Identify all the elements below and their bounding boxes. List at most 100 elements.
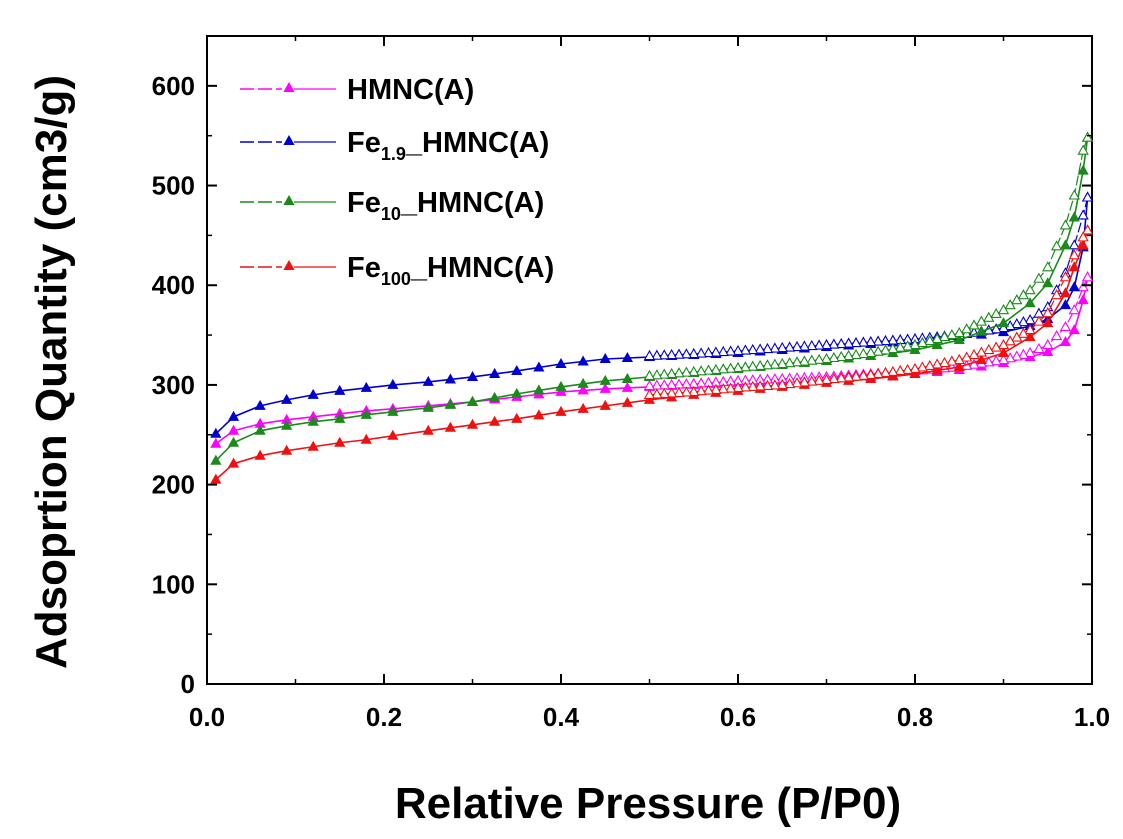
adsorption-point (387, 405, 399, 416)
desorption-point (695, 365, 707, 376)
desorption-point (1024, 284, 1036, 295)
desorption-point (702, 346, 715, 358)
desorption-point (1017, 289, 1030, 300)
desorption-point (1033, 315, 1045, 326)
desorption-point (673, 367, 685, 378)
desorption-point (643, 388, 656, 399)
adsorption-point (1068, 211, 1080, 222)
desorption-point (702, 364, 715, 375)
desorption-point (747, 380, 759, 391)
adsorption-point (997, 317, 1010, 328)
y-tick-label: 600 (152, 71, 195, 101)
y-axis-title-text: Adsoprtion Quantity (cm3/g) (27, 75, 76, 669)
desorption-point (1077, 281, 1089, 292)
desorption-point (680, 386, 693, 397)
adsorption-point (1042, 277, 1054, 288)
desorption-point (857, 347, 870, 359)
adsorption-point (307, 415, 319, 426)
adsorption-point (444, 373, 456, 384)
desorption-point (813, 353, 825, 364)
desorption-point (872, 367, 884, 379)
desorption-point (901, 363, 914, 375)
desorption-point (946, 355, 958, 366)
y-tick-label: 300 (152, 370, 195, 400)
adsorption-point (621, 372, 633, 383)
adsorption-point (1077, 164, 1089, 175)
desorption-point (1068, 304, 1080, 315)
adsorption-point (281, 444, 293, 455)
adsorption-point (227, 424, 240, 435)
desorption-point (894, 364, 906, 376)
desorption-point (1042, 338, 1054, 350)
desorption-point (894, 341, 906, 352)
adsorption-point (555, 405, 567, 416)
desorption-point (1024, 323, 1036, 335)
desorption-point (946, 328, 958, 340)
adsorption-point (511, 412, 523, 423)
desorption-point (909, 362, 921, 374)
desorption-point (835, 350, 847, 362)
desorption-point (1050, 329, 1063, 341)
desorption-point (997, 304, 1010, 315)
adsorption-point (360, 433, 372, 444)
axis-ticks: 0.0 0.2 0.4 0.6 0.8 1.0 0 100 200 300 400 500 600 (152, 36, 1110, 732)
adsorption-point (577, 384, 589, 395)
desorption-point (850, 370, 862, 381)
adsorption-point (621, 351, 633, 363)
desorption-point (798, 376, 811, 387)
adsorption-point (1077, 294, 1089, 305)
desorption-point (754, 359, 766, 371)
desorption-point (769, 379, 781, 390)
adsorption-point (466, 395, 479, 406)
desorption-point (938, 330, 951, 342)
adsorption-point (489, 367, 501, 378)
adsorption-point (489, 415, 501, 426)
desorption-point (1077, 144, 1089, 155)
desorption-point (1059, 271, 1072, 282)
desorption-point (643, 369, 656, 381)
legend-label-suffix: _HMNC(A) (410, 252, 554, 284)
adsorption-point (953, 334, 965, 345)
desorption-point (909, 338, 921, 350)
adsorption-point (334, 412, 346, 423)
desorption-point (717, 345, 729, 357)
desorption-point (783, 357, 796, 368)
adsorption-point (577, 377, 589, 388)
desorption-point (710, 383, 722, 394)
desorption-point (665, 387, 678, 398)
desorption-point (887, 365, 899, 377)
legend-label: Fe100_HMNC(A) (347, 252, 554, 289)
desorption-point (938, 356, 951, 368)
desorption-point (960, 323, 973, 334)
desorption-point (953, 353, 965, 365)
adsorption-point (511, 364, 523, 375)
desorption-point (769, 358, 781, 369)
desorption-point (879, 344, 892, 355)
adsorption-point (1059, 287, 1072, 298)
desorption-point (776, 341, 788, 353)
desorption-point (754, 343, 766, 354)
y-tick-label: 0 (181, 669, 195, 699)
legend-label: Fe10_HMNC(A) (347, 187, 544, 224)
desorption-point (791, 340, 803, 352)
adsorption-point (360, 381, 372, 392)
desorption-point (783, 341, 796, 352)
adsorption-point (997, 346, 1010, 358)
desorption-point (710, 346, 722, 357)
legend-marker (283, 81, 295, 92)
desorption-point (1017, 327, 1030, 338)
plot-area (206, 35, 1094, 685)
desorption-point (776, 357, 788, 369)
desorption-point (828, 351, 840, 363)
adsorption-point (555, 385, 567, 396)
legend-label-subscript: 10 (381, 204, 401, 224)
desorption-point (997, 353, 1010, 365)
desorption-point (960, 351, 973, 362)
desorption-point (1011, 331, 1023, 342)
x-tick-label: 0.4 (543, 702, 580, 732)
adsorption-point (533, 361, 545, 372)
desorption-point (931, 358, 943, 369)
adsorption-point (210, 454, 222, 465)
series-2 (210, 131, 1094, 465)
desorption-point (761, 359, 774, 370)
